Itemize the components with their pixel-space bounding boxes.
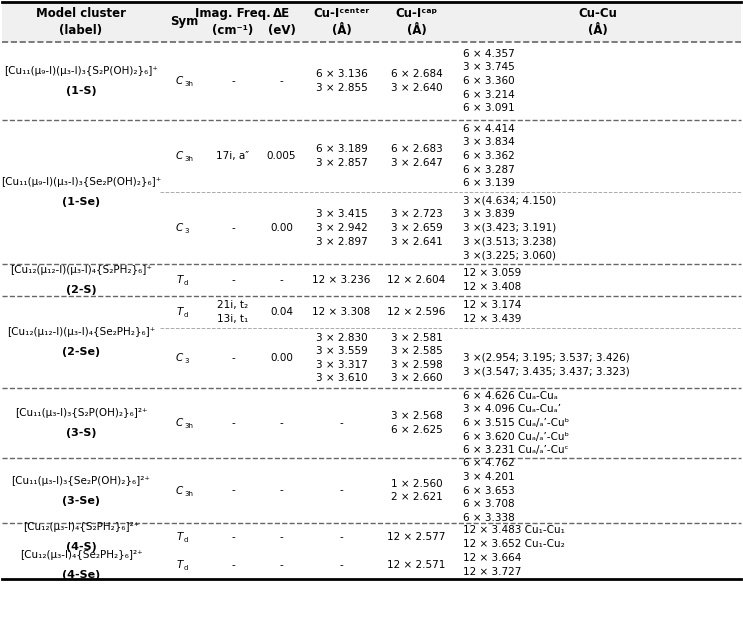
Text: -: -: [340, 418, 343, 428]
Text: [Cu₁₁(μ₉-I)(μ₃-I)₃{Se₂P(OH)₂}₆]⁺: [Cu₁₁(μ₉-I)(μ₃-I)₃{Se₂P(OH)₂}₆]⁺: [1, 177, 161, 187]
Text: (4-S): (4-S): [65, 542, 97, 552]
Text: -: -: [231, 223, 235, 233]
Text: 6 × 4.762
3 × 4.201
6 × 3.653
6 × 3.708
6 × 3.338: 6 × 4.762 3 × 4.201 6 × 3.653 6 × 3.708 …: [463, 458, 515, 523]
Text: ΔE
(eV): ΔE (eV): [267, 7, 296, 37]
Text: 3 × 2.830
3 × 3.559
3 × 3.317
3 × 3.610: 3 × 2.830 3 × 3.559 3 × 3.317 3 × 3.610: [316, 332, 367, 383]
Text: T: T: [177, 307, 183, 317]
Text: Cu-Iᶜᵉⁿᵗᵉʳ
(Å): Cu-Iᶜᵉⁿᵗᵉʳ (Å): [314, 7, 369, 37]
Text: C: C: [176, 418, 183, 428]
Text: 6 × 4.357
3 × 3.745
6 × 3.360
6 × 3.214
6 × 3.091: 6 × 4.357 3 × 3.745 6 × 3.360 6 × 3.214 …: [463, 48, 515, 113]
Text: -: -: [279, 532, 283, 542]
Text: 12 × 3.483 Cu₁-Cu₁
12 × 3.652 Cu₁-Cu₂: 12 × 3.483 Cu₁-Cu₁ 12 × 3.652 Cu₁-Cu₂: [463, 525, 565, 549]
Text: C: C: [176, 223, 183, 233]
Text: -: -: [231, 275, 235, 285]
Text: C: C: [176, 353, 183, 363]
Text: (2-S): (2-S): [65, 285, 97, 295]
Text: [Cu₁₂(μ₁₂-I)(μ₃-I)₄{Se₂PH₂}₆]⁺: [Cu₁₂(μ₁₂-I)(μ₃-I)₄{Se₂PH₂}₆]⁺: [7, 327, 155, 337]
Text: -: -: [279, 76, 283, 86]
Text: -: -: [279, 418, 283, 428]
Bar: [2, 2, 741, 42]
Text: d: d: [184, 312, 189, 318]
Text: 6 × 2.683
3 × 2.647: 6 × 2.683 3 × 2.647: [391, 144, 442, 168]
Text: 12 × 3.664
12 × 3.727: 12 × 3.664 12 × 3.727: [463, 553, 522, 577]
Text: -: -: [231, 353, 235, 363]
Text: (1-Se): (1-Se): [62, 197, 100, 207]
Text: 12 × 3.174
12 × 3.439: 12 × 3.174 12 × 3.439: [463, 300, 522, 324]
Text: 6 × 3.189
3 × 2.857: 6 × 3.189 3 × 2.857: [316, 144, 367, 168]
Text: 0.00: 0.00: [270, 223, 293, 233]
Text: 3 × 2.723
3 × 2.659
3 × 2.641: 3 × 2.723 3 × 2.659 3 × 2.641: [391, 209, 442, 247]
Text: Model cluster
(label): Model cluster (label): [36, 7, 126, 37]
Text: 3h: 3h: [184, 423, 193, 429]
Text: -: -: [279, 275, 283, 285]
Text: 3h: 3h: [184, 81, 193, 87]
Text: -: -: [340, 560, 343, 570]
Text: (4-Se): (4-Se): [62, 570, 100, 580]
Text: 3h: 3h: [184, 491, 193, 496]
Text: (1-S): (1-S): [65, 86, 97, 96]
Text: -: -: [231, 560, 235, 570]
Text: 3: 3: [184, 228, 189, 234]
Text: Imag. Freq.
(cm⁻¹): Imag. Freq. (cm⁻¹): [195, 7, 271, 37]
Text: -: -: [279, 486, 283, 496]
Text: 12 × 2.604: 12 × 2.604: [387, 275, 446, 285]
Text: T: T: [177, 275, 183, 285]
Text: 3: 3: [184, 358, 189, 364]
Text: Sym: Sym: [170, 15, 198, 29]
Text: (2-Se): (2-Se): [62, 347, 100, 357]
Text: 3 × 2.581
3 × 2.585
3 × 2.598
3 × 2.660: 3 × 2.581 3 × 2.585 3 × 2.598 3 × 2.660: [391, 332, 442, 383]
Text: -: -: [231, 418, 235, 428]
Text: 3 × 3.415
3 × 2.942
3 × 2.897: 3 × 3.415 3 × 2.942 3 × 2.897: [316, 209, 367, 247]
Text: [Cu₁₂(μ₃-I)₄{Se₂PH₂}₆]²⁺: [Cu₁₂(μ₃-I)₄{Se₂PH₂}₆]²⁺: [19, 550, 143, 560]
Text: 0.04: 0.04: [270, 307, 293, 317]
Text: 12 × 3.236: 12 × 3.236: [312, 275, 371, 285]
Text: 12 × 3.308: 12 × 3.308: [312, 307, 371, 317]
Text: 0.00: 0.00: [270, 353, 293, 363]
Text: [Cu₁₁(μ₉-I)(μ₃-I)₃{S₂P(OH)₂}₆]⁺: [Cu₁₁(μ₉-I)(μ₃-I)₃{S₂P(OH)₂}₆]⁺: [4, 66, 158, 76]
Text: Cu-Iᶜᵃᵖ
(Å): Cu-Iᶜᵃᵖ (Å): [395, 7, 438, 37]
Text: 21i, t₂
13i, t₁: 21i, t₂ 13i, t₁: [218, 300, 249, 324]
Text: T: T: [177, 560, 183, 570]
Text: -: -: [231, 532, 235, 542]
Text: d: d: [184, 565, 189, 571]
Text: Cu-Cu
(Å): Cu-Cu (Å): [579, 7, 617, 37]
Text: -: -: [231, 76, 235, 86]
Text: 12 × 2.571: 12 × 2.571: [387, 560, 446, 570]
Text: [Cu₁₂(μ₁₂-I)(μ₃-I)₄{S₂PH₂}₆]⁺: [Cu₁₂(μ₁₂-I)(μ₃-I)₄{S₂PH₂}₆]⁺: [10, 265, 152, 275]
Text: C: C: [176, 486, 183, 496]
Text: (3-Se): (3-Se): [62, 496, 100, 505]
Text: 12 × 2.596: 12 × 2.596: [387, 307, 446, 317]
Text: 6 × 2.684
3 × 2.640: 6 × 2.684 3 × 2.640: [391, 69, 442, 93]
Text: (3-S): (3-S): [65, 428, 97, 438]
Text: 6 × 3.136
3 × 2.855: 6 × 3.136 3 × 2.855: [316, 69, 367, 93]
Text: T: T: [177, 532, 183, 542]
Text: -: -: [340, 486, 343, 496]
Text: d: d: [184, 280, 189, 286]
Text: 3 × 2.568
6 × 2.625: 3 × 2.568 6 × 2.625: [391, 412, 442, 435]
Text: [Cu₁₁(μ₃-I)₃{S₂P(OH)₂}₆]²⁺: [Cu₁₁(μ₃-I)₃{S₂P(OH)₂}₆]²⁺: [15, 408, 147, 418]
Text: -: -: [279, 560, 283, 570]
Text: C: C: [176, 76, 183, 86]
Text: 6 × 4.414
3 × 3.834
6 × 3.362
6 × 3.287
6 × 3.139: 6 × 4.414 3 × 3.834 6 × 3.362 6 × 3.287 …: [463, 124, 515, 188]
Text: [Cu₁₁(μ₃-I)₃{Se₂P(OH)₂}₆]²⁺: [Cu₁₁(μ₃-I)₃{Se₂P(OH)₂}₆]²⁺: [12, 475, 150, 486]
Text: -: -: [340, 532, 343, 542]
Text: 12 × 3.059
12 × 3.408: 12 × 3.059 12 × 3.408: [463, 268, 522, 292]
Text: 3h: 3h: [184, 156, 193, 162]
Text: 6 × 4.626 Cuₐ-Cuₐ
3 × 4.096 Cuₐ-Cuₐ’
6 × 3.515 Cuₐ/ₐ’-Cuᵇ
6 × 3.620 Cuₐ/ₐ’-Cuᵇ
6: 6 × 4.626 Cuₐ-Cuₐ 3 × 4.096 Cuₐ-Cuₐ’ 6 ×…: [463, 391, 569, 455]
Text: C: C: [176, 151, 183, 161]
Text: [Cu₁₂(μ₃-I)₄{S₂PH₂}₆]²⁺: [Cu₁₂(μ₃-I)₄{S₂PH₂}₆]²⁺: [23, 522, 139, 532]
Text: 3 ×(4.634; 4.150)
3 × 3.839
3 ×(3.423; 3.191)
3 ×(3.513; 3.238)
3 ×(3.225; 3.060: 3 ×(4.634; 4.150) 3 × 3.839 3 ×(3.423; 3…: [463, 196, 557, 260]
Text: -: -: [231, 486, 235, 496]
Text: 17i, a″: 17i, a″: [216, 151, 250, 161]
Text: 12 × 2.577: 12 × 2.577: [387, 532, 446, 542]
Text: 0.005: 0.005: [267, 151, 296, 161]
Text: 3 ×(2.954; 3.195; 3.537; 3.426)
3 ×(3.547; 3.435; 3.437; 3.323): 3 ×(2.954; 3.195; 3.537; 3.426) 3 ×(3.54…: [463, 339, 630, 376]
Text: 1 × 2.560
2 × 2.621: 1 × 2.560 2 × 2.621: [391, 478, 442, 502]
Text: d: d: [184, 537, 189, 543]
